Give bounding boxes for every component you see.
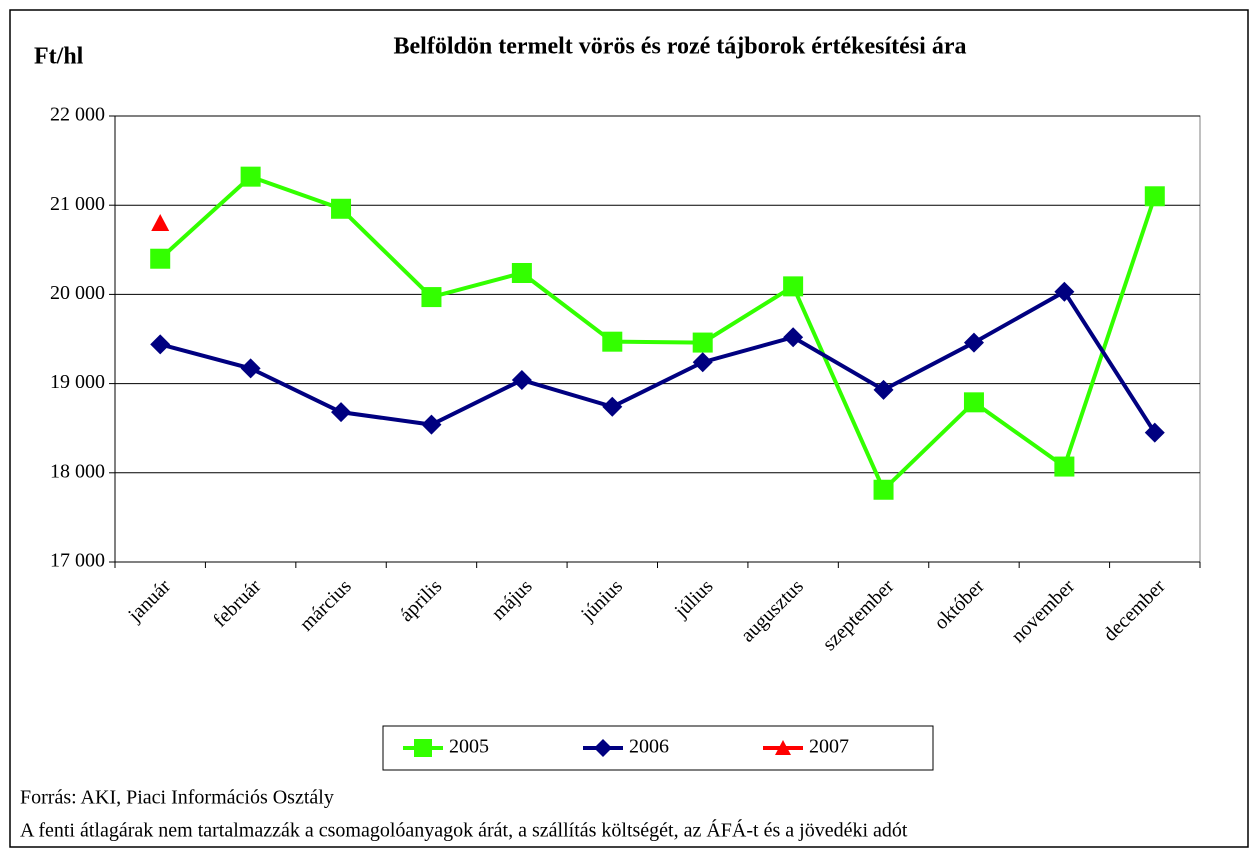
marker bbox=[151, 214, 170, 232]
marker bbox=[594, 739, 612, 757]
marker bbox=[240, 166, 261, 187]
y-tick-label: 22 000 bbox=[50, 104, 105, 126]
marker bbox=[692, 332, 713, 353]
series-line bbox=[159, 289, 1157, 434]
marker bbox=[421, 414, 442, 435]
marker bbox=[150, 334, 171, 355]
marker bbox=[602, 396, 623, 417]
marker bbox=[602, 331, 623, 352]
marker bbox=[414, 739, 432, 757]
marker bbox=[1054, 456, 1075, 477]
marker bbox=[1144, 186, 1165, 207]
marker bbox=[963, 332, 984, 353]
legend-label: 2006 bbox=[629, 736, 669, 758]
marker bbox=[775, 740, 791, 755]
chart-title: Belföldön termelt vörös és rozé tájborok… bbox=[394, 34, 967, 60]
marker bbox=[1054, 281, 1075, 302]
legend-label: 2007 bbox=[809, 736, 849, 758]
marker bbox=[240, 358, 261, 379]
marker bbox=[511, 370, 532, 391]
y-tick-label: 17 000 bbox=[50, 550, 105, 572]
plot-area bbox=[114, 115, 1201, 563]
marker bbox=[511, 262, 532, 283]
footnote: A fenti átlagárak nem tartalmazzák a cso… bbox=[20, 819, 908, 842]
y-tick-label: 20 000 bbox=[50, 282, 105, 304]
marker bbox=[421, 287, 442, 308]
marker bbox=[783, 327, 804, 348]
y-axis-label: Ft/hl bbox=[34, 44, 84, 70]
marker bbox=[873, 379, 894, 400]
y-tick-label: 19 000 bbox=[50, 371, 105, 393]
y-tick-label: 18 000 bbox=[50, 460, 105, 482]
legend-box bbox=[382, 725, 934, 771]
marker bbox=[692, 352, 713, 373]
source-note: Forrás: AKI, Piaci Információs Osztály bbox=[20, 787, 334, 809]
marker bbox=[873, 479, 894, 500]
series-line bbox=[158, 174, 1157, 494]
marker bbox=[331, 198, 352, 219]
marker bbox=[1144, 422, 1165, 443]
marker bbox=[331, 402, 352, 423]
y-tick-label: 21 000 bbox=[50, 193, 105, 215]
marker bbox=[150, 248, 171, 269]
marker bbox=[963, 392, 984, 413]
legend-label: 2005 bbox=[449, 736, 489, 758]
marker bbox=[783, 276, 804, 297]
